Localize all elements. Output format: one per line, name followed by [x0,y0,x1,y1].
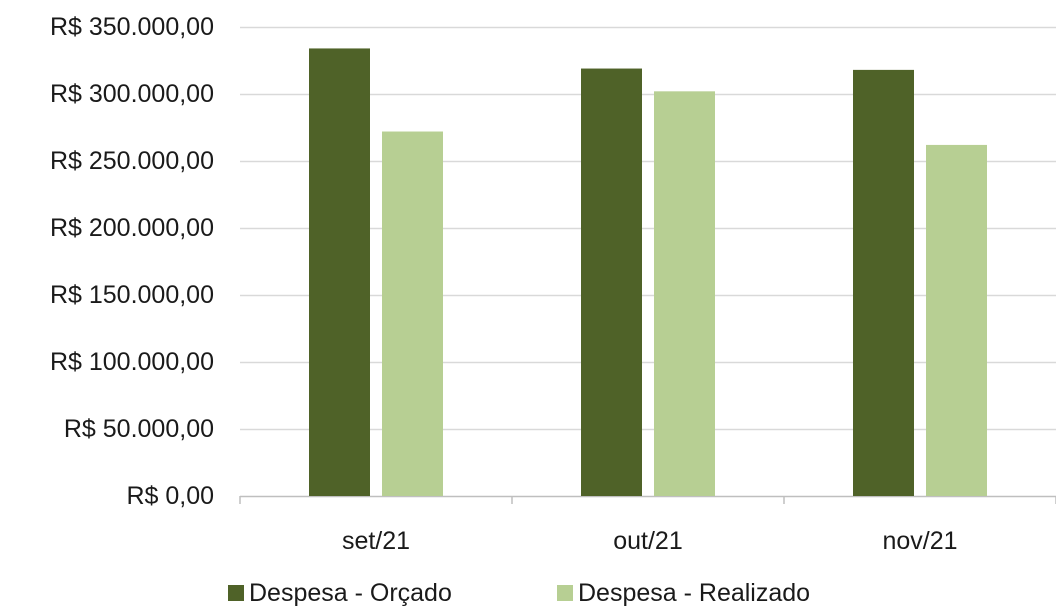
legend-label: Despesa - Orçado [249,579,452,607]
legend: Despesa - Orçado Despesa - Realizado [228,579,810,607]
y-axis-tick-labels: R$ 0,00 R$ 50.000,00 R$ 100.000,00 R$ 150.0… [50,13,214,510]
bar-orcado [853,69,914,496]
bar-realizado [654,91,715,496]
legend-swatch [557,585,573,601]
legend-swatch [228,585,244,601]
x-tick-label: nov/21 [882,527,957,555]
x-axis [239,495,1056,504]
bar-realizado [382,131,443,496]
y-tick-label: R$ 350.000,00 [50,13,214,41]
grid-lines [240,26,1056,431]
bar-orcado [581,68,642,496]
bar-realizado [926,144,987,497]
bar-orcado [309,48,370,496]
x-axis-tick-labels: set/21 out/21 nov/21 [342,527,958,555]
bars [309,48,987,497]
y-tick-label: R$ 100.000,00 [50,348,214,376]
legend-label: Despesa - Realizado [578,579,810,607]
x-tick-label: set/21 [342,527,410,555]
y-tick-label: R$ 300.000,00 [50,80,214,108]
y-tick-label: R$ 200.000,00 [50,214,214,242]
y-tick-label: R$ 150.000,00 [50,281,214,309]
y-tick-label: R$ 50.000,00 [64,415,214,443]
y-tick-label: R$ 250.000,00 [50,147,214,175]
x-tick-label: out/21 [613,527,683,555]
y-tick-label: R$ 0,00 [126,482,214,510]
